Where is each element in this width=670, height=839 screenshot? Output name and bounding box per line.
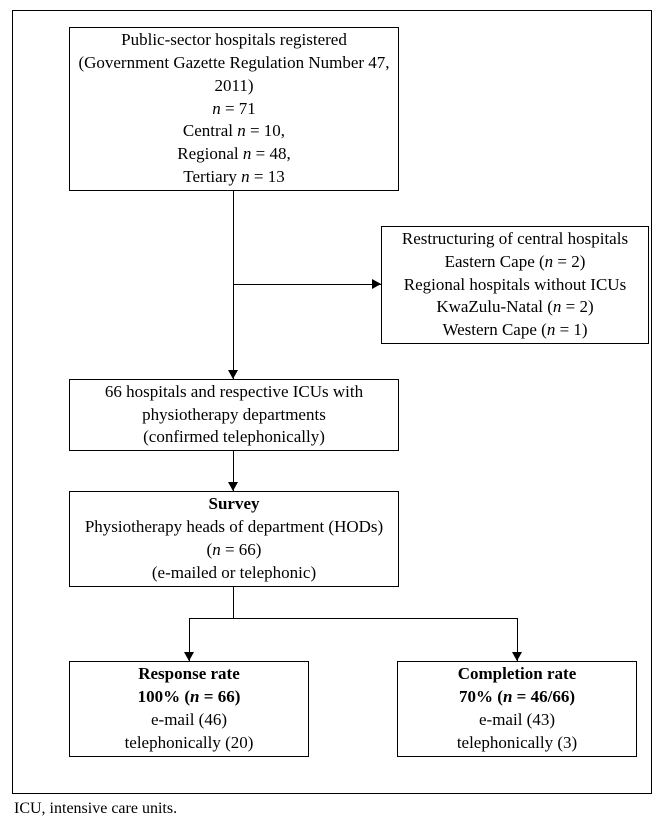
diagram-frame: Public-sector hospitals registered(Gover…: [12, 10, 652, 794]
node-survey: SurveyPhysiotherapy heads of department …: [69, 491, 399, 587]
node-confirmed: 66 hospitals and respective ICUs withphy…: [69, 379, 399, 451]
node-registered: Public-sector hospitals registered(Gover…: [69, 27, 399, 191]
node-response-rate: Response rate100% (n = 66)e-mail (46)tel…: [69, 661, 309, 757]
node-restructuring: Restructuring of central hospitalsEaster…: [381, 226, 649, 344]
node-completion-rate: Completion rate70% (n = 46/66)e-mail (43…: [397, 661, 637, 757]
figure-caption: ICU, intensive care units.: [14, 800, 177, 818]
